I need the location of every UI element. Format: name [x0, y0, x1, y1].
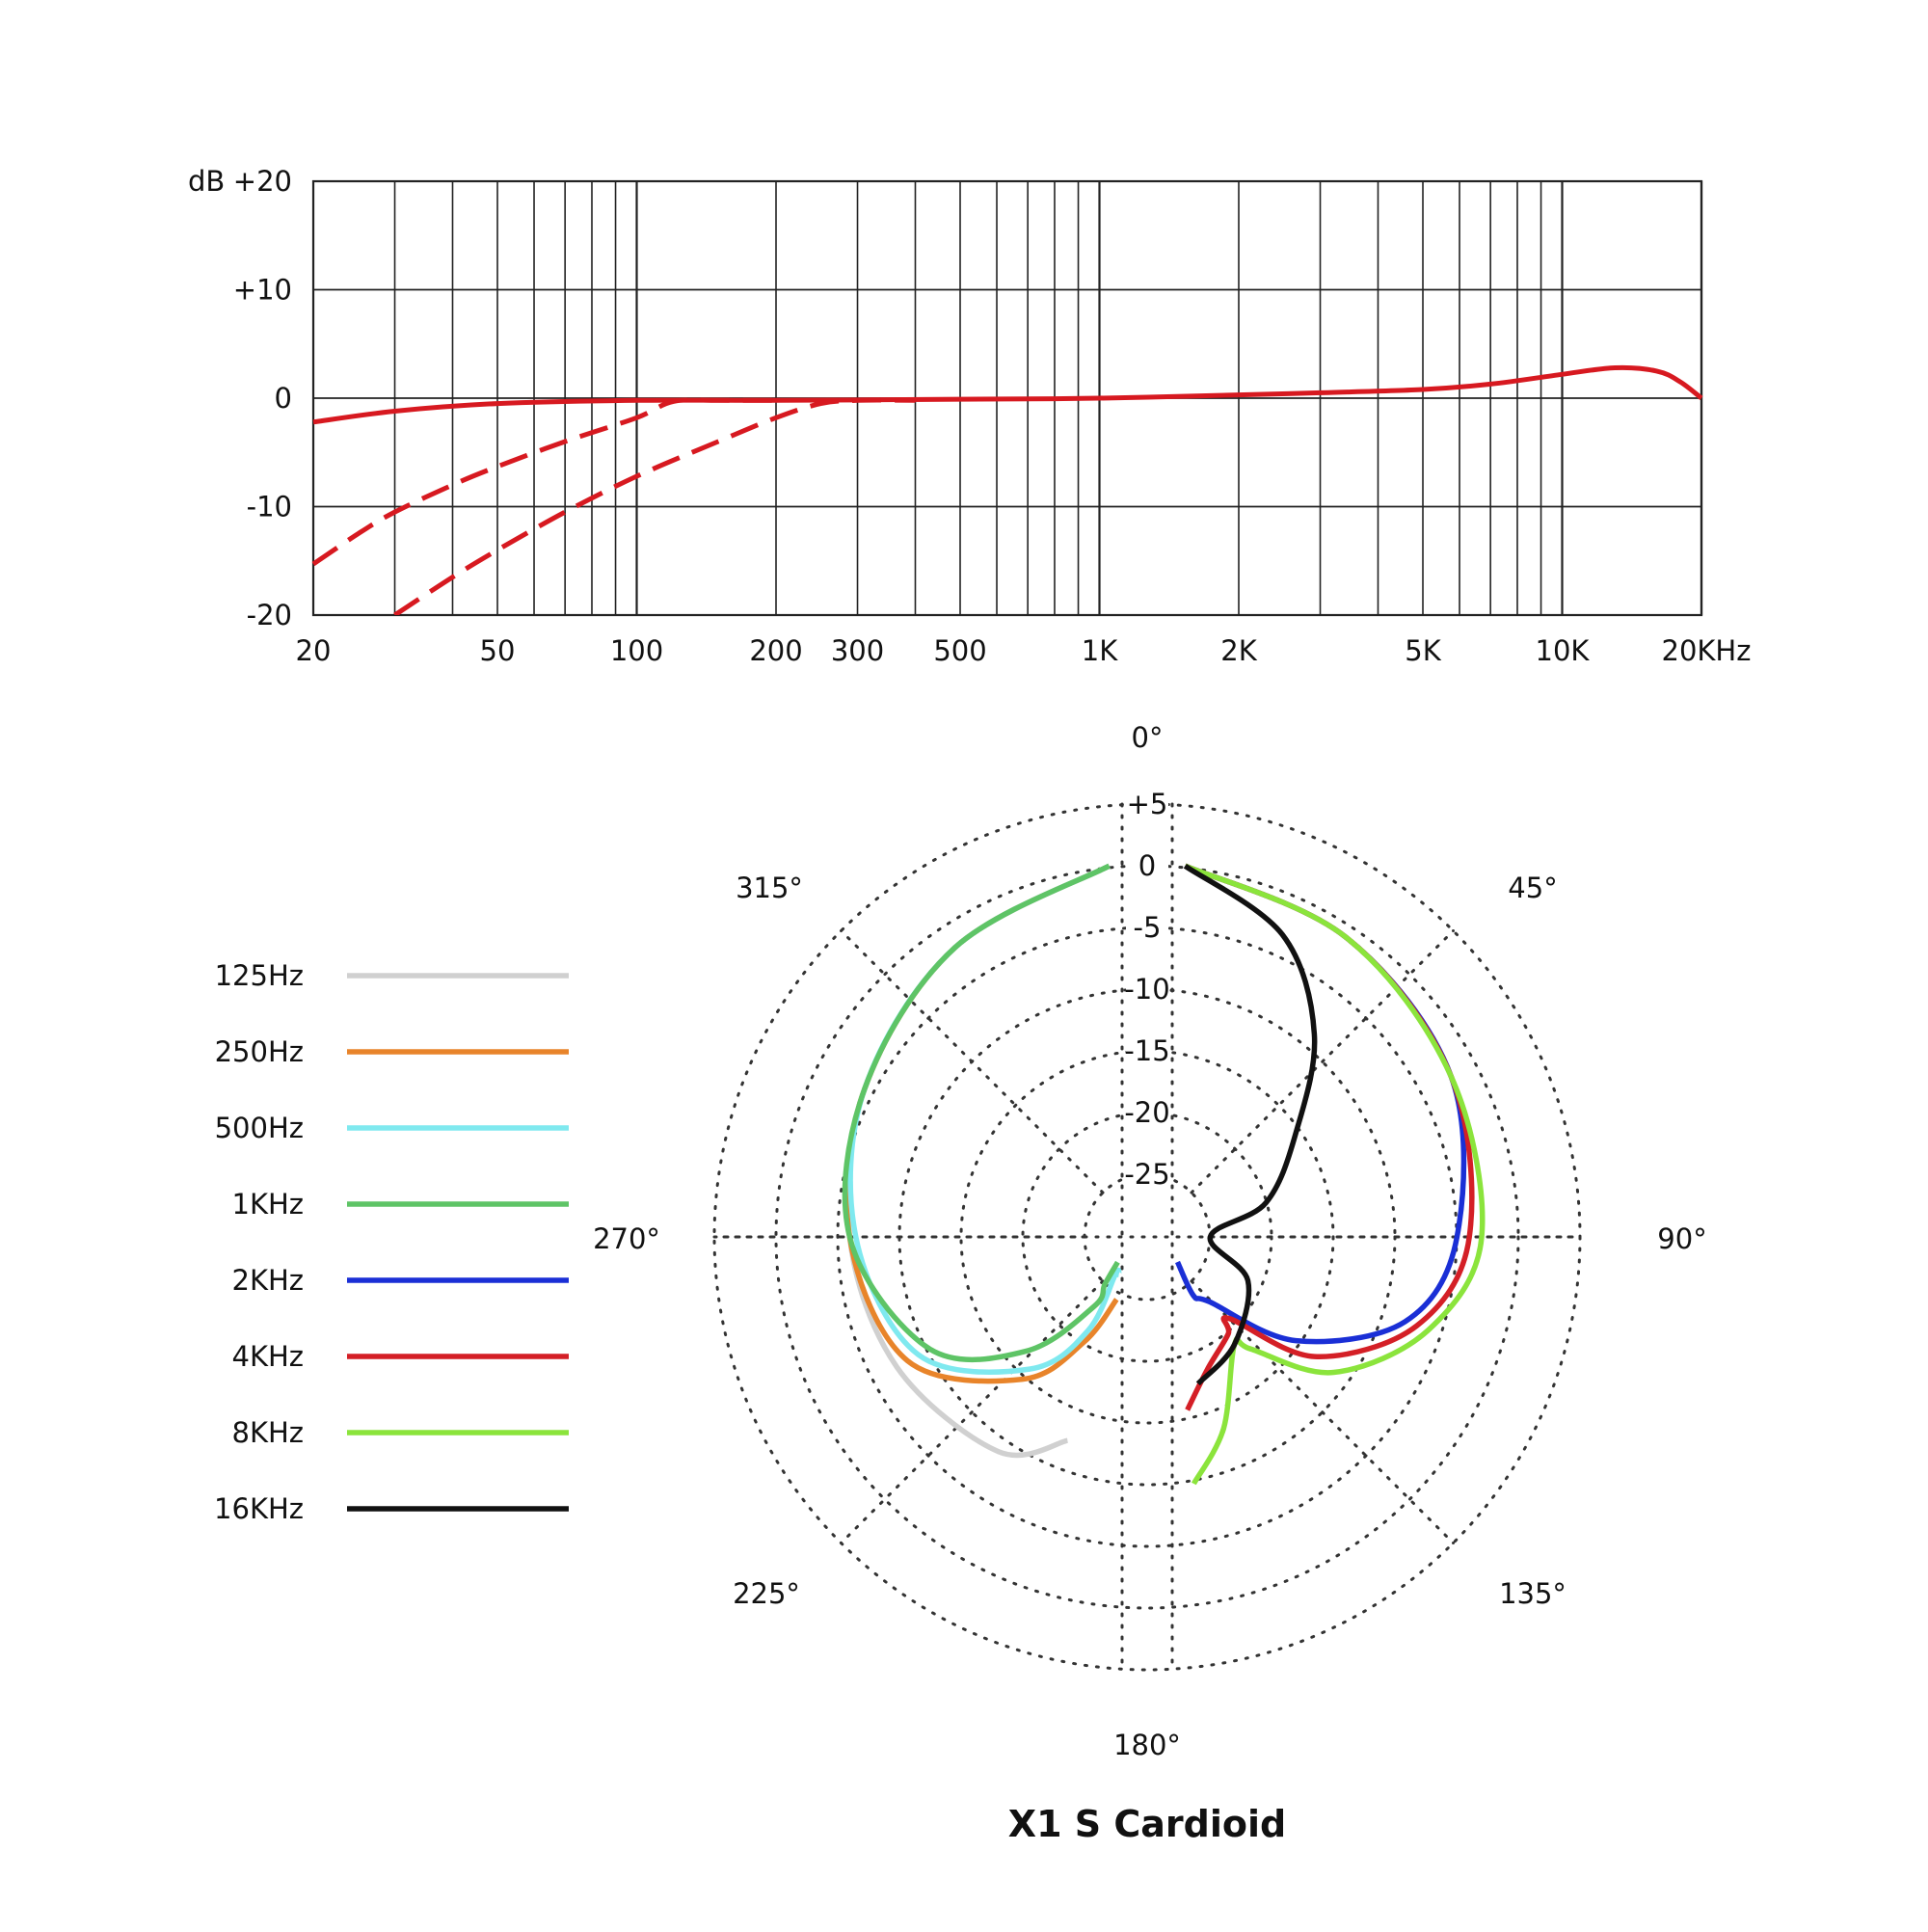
response-series-2	[393, 397, 916, 615]
r-tick-label: -25	[1124, 1158, 1169, 1191]
response-series-1	[311, 397, 777, 567]
legend-label-125Hz: 125Hz	[215, 959, 304, 992]
x-tick-label: 200	[749, 634, 802, 667]
x-tick-label: 5K	[1405, 634, 1441, 667]
r-tick-label: -10	[1124, 973, 1169, 1006]
legend-label-1KHz: 1KHz	[232, 1188, 305, 1221]
r-tick-bg	[1126, 1157, 1168, 1190]
r-tick-bg	[1126, 910, 1168, 943]
frequency-response-chart: +20 +10 0 -10 -20 dB 20 50 100 200 300 500 1K 2K 5K 10K…	[188, 165, 1751, 667]
response-series-0	[312, 364, 1703, 425]
legend-label-250Hz: 250Hz	[215, 1035, 304, 1068]
x-tick-label: 20KHz	[1662, 634, 1752, 667]
y-tick-label: +10	[233, 274, 292, 307]
r-tick-label: +5	[1127, 788, 1168, 820]
r-tick-bg	[1126, 1095, 1168, 1128]
y-unit-label: dB	[188, 165, 225, 198]
x-tick-label: 2K	[1220, 634, 1257, 667]
x-tick-label: 1K	[1082, 634, 1118, 667]
polar-ring	[959, 1049, 1335, 1425]
r-tick-bg	[1126, 848, 1168, 881]
x-tick-label: 500	[933, 634, 986, 667]
polar-series-2KHz	[1174, 863, 1467, 1345]
r-tick-bg	[1126, 972, 1168, 1005]
angle-label-90: 90°	[1657, 1222, 1706, 1255]
polar-series-8KHz	[1184, 863, 1486, 1486]
x-tick-label: 300	[831, 634, 884, 667]
x-tick-label: 50	[480, 634, 516, 667]
x-tick-label: 100	[610, 634, 663, 667]
polar-series-1KHz	[842, 863, 1120, 1363]
legend: 125Hz 250Hz 500Hz 1KHz 2KHz 4KHz 8KHz 16KHz	[214, 959, 569, 1525]
r-tick-label: -15	[1124, 1034, 1169, 1067]
angle-label-135: 135°	[1499, 1577, 1566, 1610]
angle-label-225: 225°	[733, 1577, 800, 1610]
r-tick-bg	[1126, 787, 1168, 819]
polar-series-16KHz	[1183, 863, 1318, 1386]
x-tick-label: 10K	[1536, 634, 1591, 667]
polar-spoke	[1190, 929, 1455, 1194]
y-tick-label: 0	[275, 382, 292, 415]
polar-spoke	[1190, 1279, 1455, 1544]
x-tick-label: 20	[296, 634, 332, 667]
angle-label-270: 270°	[593, 1222, 660, 1255]
y-tick-label: +20	[233, 165, 292, 198]
y-tick-label: -20	[247, 599, 292, 631]
legend-label-4KHz: 4KHz	[232, 1340, 305, 1373]
polar-pattern-chart: +5 0 -5 -10 -15 -20 -25 0° 45° 90° 135° 180° 225° 270…	[593, 721, 1707, 1761]
legend-label-500Hz: 500Hz	[215, 1112, 304, 1144]
angle-label-180: 180°	[1113, 1729, 1181, 1761]
chart-title: X1 S Cardioid	[1008, 1803, 1286, 1845]
y-tick-label: -10	[247, 491, 292, 523]
polar-spoke	[840, 929, 1105, 1194]
r-tick-bg	[1126, 1033, 1168, 1066]
angle-label-0: 0°	[1132, 721, 1164, 754]
legend-label-8KHz: 8KHz	[232, 1416, 305, 1449]
polar-series-500Hz	[847, 863, 1122, 1375]
legend-label-16KHz: 16KHz	[214, 1492, 304, 1525]
angle-label-315: 315°	[736, 872, 803, 904]
r-tick-label: 0	[1138, 849, 1156, 882]
r-tick-label: -20	[1124, 1096, 1169, 1129]
polar-spoke	[840, 1279, 1105, 1544]
legend-label-2KHz: 2KHz	[232, 1264, 305, 1297]
angle-label-45: 45°	[1508, 872, 1557, 904]
r-tick-label: -5	[1134, 911, 1162, 944]
